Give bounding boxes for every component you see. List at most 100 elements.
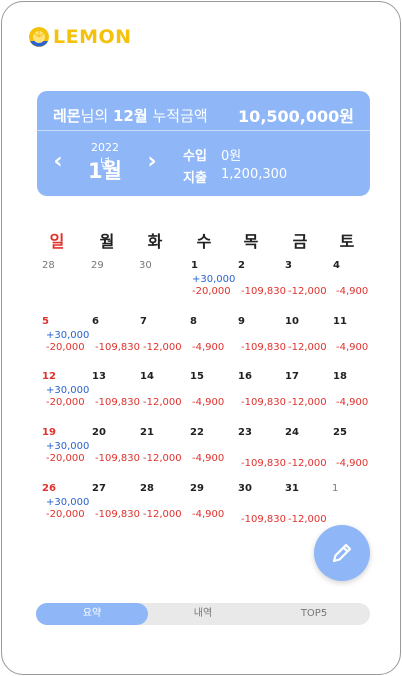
- calendar-day-cell[interactable]: 29 -4,900: [189, 483, 237, 539]
- day-number: 11: [333, 316, 347, 327]
- next-month-button[interactable]: ›: [147, 149, 157, 174]
- calendar-day-cell[interactable]: 21 -12,000: [139, 427, 187, 483]
- summary-title: 레몬님의 12월 누적금액: [53, 105, 208, 126]
- calendar-day-cell[interactable]: 8 -4,900: [189, 316, 237, 372]
- income-stat: 수입 0원: [183, 145, 241, 164]
- day-number: 21: [140, 427, 154, 438]
- day-number: 9: [238, 316, 245, 327]
- expense-amount: -20,000: [192, 286, 231, 297]
- day-number: 15: [190, 371, 204, 382]
- calendar-day-cell[interactable]: 3 -12,000: [284, 260, 332, 316]
- calendar-day-cell[interactable]: 17 -12,000: [284, 371, 332, 427]
- expense-amount: -109,830: [241, 286, 286, 297]
- weekday-label: 수: [196, 232, 212, 251]
- user-suffix: 님의: [80, 106, 109, 125]
- expense-amount: -4,900: [336, 342, 369, 353]
- calendar-day-cell[interactable]: 29: [91, 260, 139, 316]
- prev-month-button[interactable]: ‹: [53, 149, 63, 174]
- calendar-day-cell[interactable]: 1 +30,000 -20,000: [189, 260, 237, 316]
- summary-card: 레몬님의 12월 누적금액 10,500,000원 ‹ 2022년 1월 › 수…: [37, 91, 370, 196]
- current-year: 2022년: [91, 141, 119, 169]
- summary-header: 레몬님의 12월 누적금액 10,500,000원: [53, 104, 354, 127]
- expense-amount: -4,900: [192, 397, 225, 408]
- calendar-day-cell[interactable]: 24 -12,000: [284, 427, 332, 483]
- day-number: 24: [285, 427, 299, 438]
- expense-amount: -109,830: [95, 397, 140, 408]
- calendar-day-cell[interactable]: 30 -109,830: [237, 483, 286, 539]
- day-number: 17: [285, 371, 299, 382]
- expense-amount: -12,000: [143, 509, 182, 520]
- weekday-label: 토: [339, 232, 355, 251]
- tab-1[interactable]: 내역: [193, 608, 213, 619]
- day-number: 1: [332, 483, 339, 494]
- expense-amount: -4,900: [336, 397, 369, 408]
- tab-0[interactable]: 요약: [36, 603, 148, 625]
- calendar-day-cell[interactable]: 28 -12,000: [139, 483, 187, 539]
- calendar-day-cell[interactable]: 31 -12,000: [284, 483, 332, 539]
- calendar-day-cell[interactable]: 19 +30,000 -20,000: [42, 427, 90, 483]
- expense-amount: -12,000: [288, 286, 327, 297]
- calendar-day-cell[interactable]: 30: [139, 260, 187, 316]
- expense-amount: -20,000: [46, 342, 85, 353]
- calendar-day-cell[interactable]: 14 -12,000: [139, 371, 187, 427]
- day-number: 8: [190, 316, 197, 327]
- expense-label: 지출: [183, 171, 207, 186]
- income-amount: +30,000: [46, 441, 90, 452]
- expense-amount: -109,830: [95, 342, 140, 353]
- calendar-day-cell[interactable]: 1: [332, 483, 380, 539]
- calendar-day-cell[interactable]: 9 -109,830: [237, 316, 286, 372]
- calendar-day-cell[interactable]: 27 -109,830: [91, 483, 140, 539]
- income-amount: +30,000: [192, 274, 236, 285]
- calendar-day-cell[interactable]: 2 -109,830: [237, 260, 286, 316]
- add-entry-button[interactable]: [314, 525, 370, 581]
- calendar-day-cell[interactable]: 18 -4,900: [332, 371, 380, 427]
- expense-amount: -4,900: [192, 509, 225, 520]
- day-number: 29: [190, 483, 204, 494]
- calendar-day-cell[interactable]: 23 -109,830: [237, 427, 286, 483]
- expense-amount: -20,000: [46, 509, 85, 520]
- lemon-icon: [29, 27, 49, 47]
- calendar-day-cell[interactable]: 22 -4,900: [189, 427, 237, 483]
- expense-amount: -109,830: [241, 514, 286, 525]
- user-name: 레몬: [53, 106, 81, 125]
- weekday-label: 일: [49, 232, 65, 251]
- expense-amount: -4,900: [192, 453, 225, 464]
- calendar-day-cell[interactable]: 28: [42, 260, 90, 316]
- calendar-day-cell[interactable]: 6 -109,830: [91, 316, 140, 372]
- calendar-day-cell[interactable]: 20 -109,830: [91, 427, 140, 483]
- calendar-day-cell[interactable]: 25 -4,900: [332, 427, 380, 483]
- day-number: 30: [238, 483, 252, 494]
- day-number: 14: [140, 371, 154, 382]
- pencil-icon: [332, 543, 352, 563]
- summary-label: 누적금액: [152, 106, 208, 125]
- calendar-day-cell[interactable]: 12 +30,000 -20,000: [42, 371, 90, 427]
- day-number: 26: [42, 483, 56, 494]
- calendar-day-cell[interactable]: 26 +30,000 -20,000: [42, 483, 90, 539]
- day-number: 5: [42, 316, 49, 327]
- bottom-tab-bar: 요약 내역 TOP5: [36, 603, 370, 625]
- calendar-day-cell[interactable]: 16 -109,830: [237, 371, 286, 427]
- calendar-day-cell[interactable]: 15 -4,900: [189, 371, 237, 427]
- day-number: 22: [190, 427, 204, 438]
- expense-amount: -4,900: [336, 286, 369, 297]
- expense-amount: -12,000: [143, 342, 182, 353]
- calendar-day-cell[interactable]: 7 -12,000: [139, 316, 187, 372]
- calendar-day-cell[interactable]: 5 +30,000 -20,000: [42, 316, 90, 372]
- expense-stat: 지출 1,200,300: [183, 167, 287, 186]
- expense-amount: -109,830: [95, 509, 140, 520]
- calendar-day-cell[interactable]: 4 -4,900: [332, 260, 380, 316]
- expense-amount: -109,830: [241, 342, 286, 353]
- day-number: 10: [285, 316, 299, 327]
- tab-2[interactable]: TOP5: [300, 608, 328, 619]
- calendar-day-cell[interactable]: 11 -4,900: [332, 316, 380, 372]
- day-number: 25: [333, 427, 347, 438]
- day-number: 7: [140, 316, 147, 327]
- expense-amount: -109,830: [241, 397, 286, 408]
- summary-total: 10,500,000원: [238, 107, 354, 126]
- expense-value: 1,200,300: [221, 167, 288, 182]
- weekday-label: 목: [243, 232, 259, 251]
- calendar-day-cell[interactable]: 10 -12,000: [284, 316, 332, 372]
- calendar-day-cell[interactable]: 13 -109,830: [91, 371, 140, 427]
